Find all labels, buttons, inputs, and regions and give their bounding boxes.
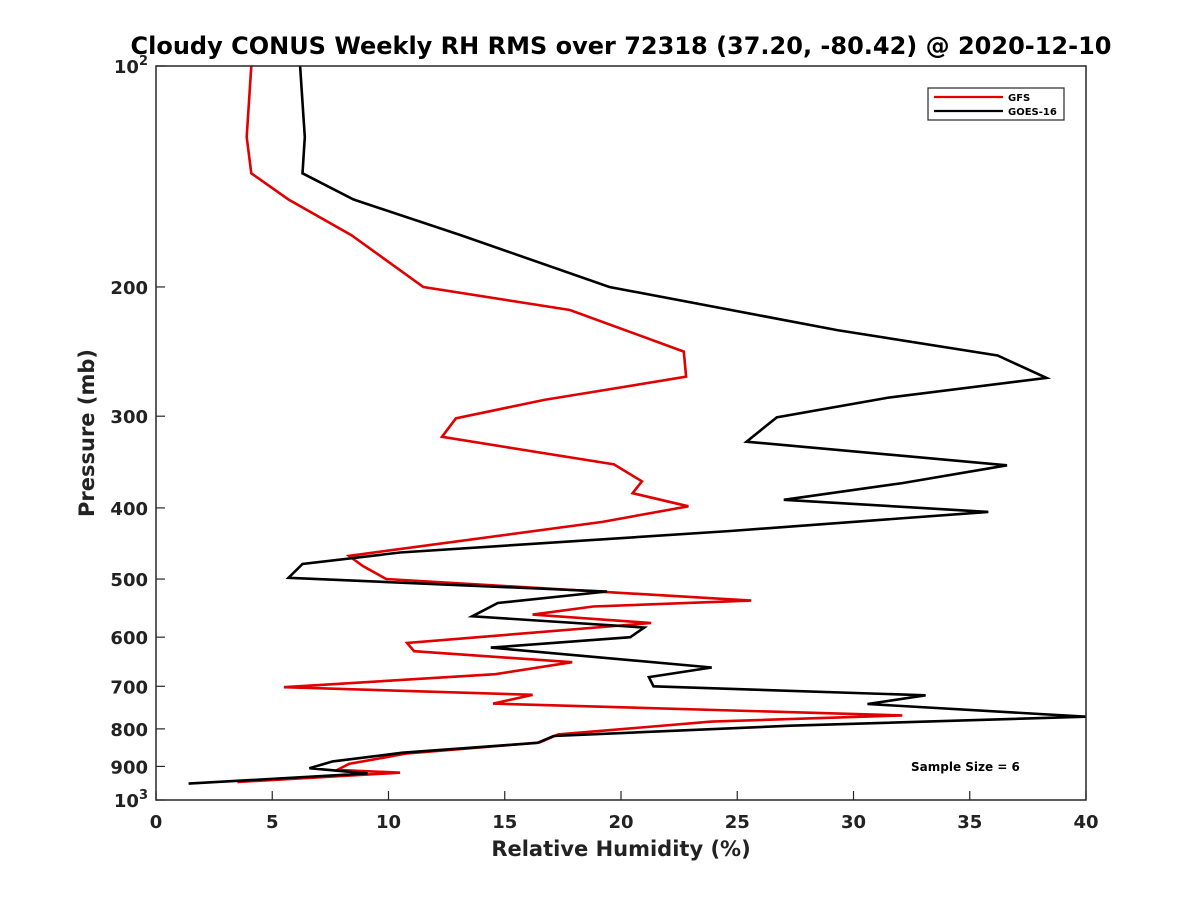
y-tick-label: 700 [110, 677, 148, 698]
x-tick-label: 35 [957, 812, 982, 833]
x-axis-label: Relative Humidity (%) [491, 837, 750, 861]
chart-title: Cloudy CONUS Weekly RH RMS over 72318 (3… [131, 32, 1112, 60]
legend-goes16-label: GOES-16 [1008, 107, 1057, 118]
x-tick-label: 20 [608, 812, 633, 833]
x-tick-label: 10 [376, 812, 401, 833]
y-tick-label: 200 [110, 278, 148, 299]
legend-gfs-label: GFS [1008, 93, 1030, 104]
series-line-goes-16 [188, 65, 1087, 785]
plot-frame [155, 65, 1087, 801]
y-axis-label: Pressure (mb) [75, 349, 99, 517]
y-axis-ticks: 102 200 300 400 500 600 700 800 900 103 [110, 54, 165, 812]
x-tick-label: 30 [841, 812, 866, 833]
sample-size-annotation: Sample Size = 6 [911, 760, 1020, 774]
x-tick-label: 25 [725, 812, 750, 833]
legend-box [927, 87, 1065, 121]
y-tick-label: 800 [110, 720, 148, 741]
x-tick-label: 15 [492, 812, 517, 833]
y-tick-label: 300 [110, 407, 148, 428]
y-tick-label: 103 [114, 788, 148, 812]
plot-lines [188, 65, 1087, 785]
y-tick-label: 900 [110, 757, 148, 778]
x-tick-label: 0 [150, 812, 163, 833]
x-tick-label: 40 [1073, 812, 1098, 833]
y-tick-label: 400 [110, 499, 148, 520]
legend: GFS GOES-16 [927, 87, 1065, 121]
y-tick-label: 600 [110, 628, 148, 649]
x-tick-label: 5 [266, 812, 279, 833]
y-tick-label: 500 [110, 570, 148, 591]
y-tick-label: 102 [114, 54, 148, 78]
series-line-gfs [237, 65, 903, 784]
x-axis-ticks: 0 5 10 15 20 25 30 35 40 [150, 791, 1099, 833]
